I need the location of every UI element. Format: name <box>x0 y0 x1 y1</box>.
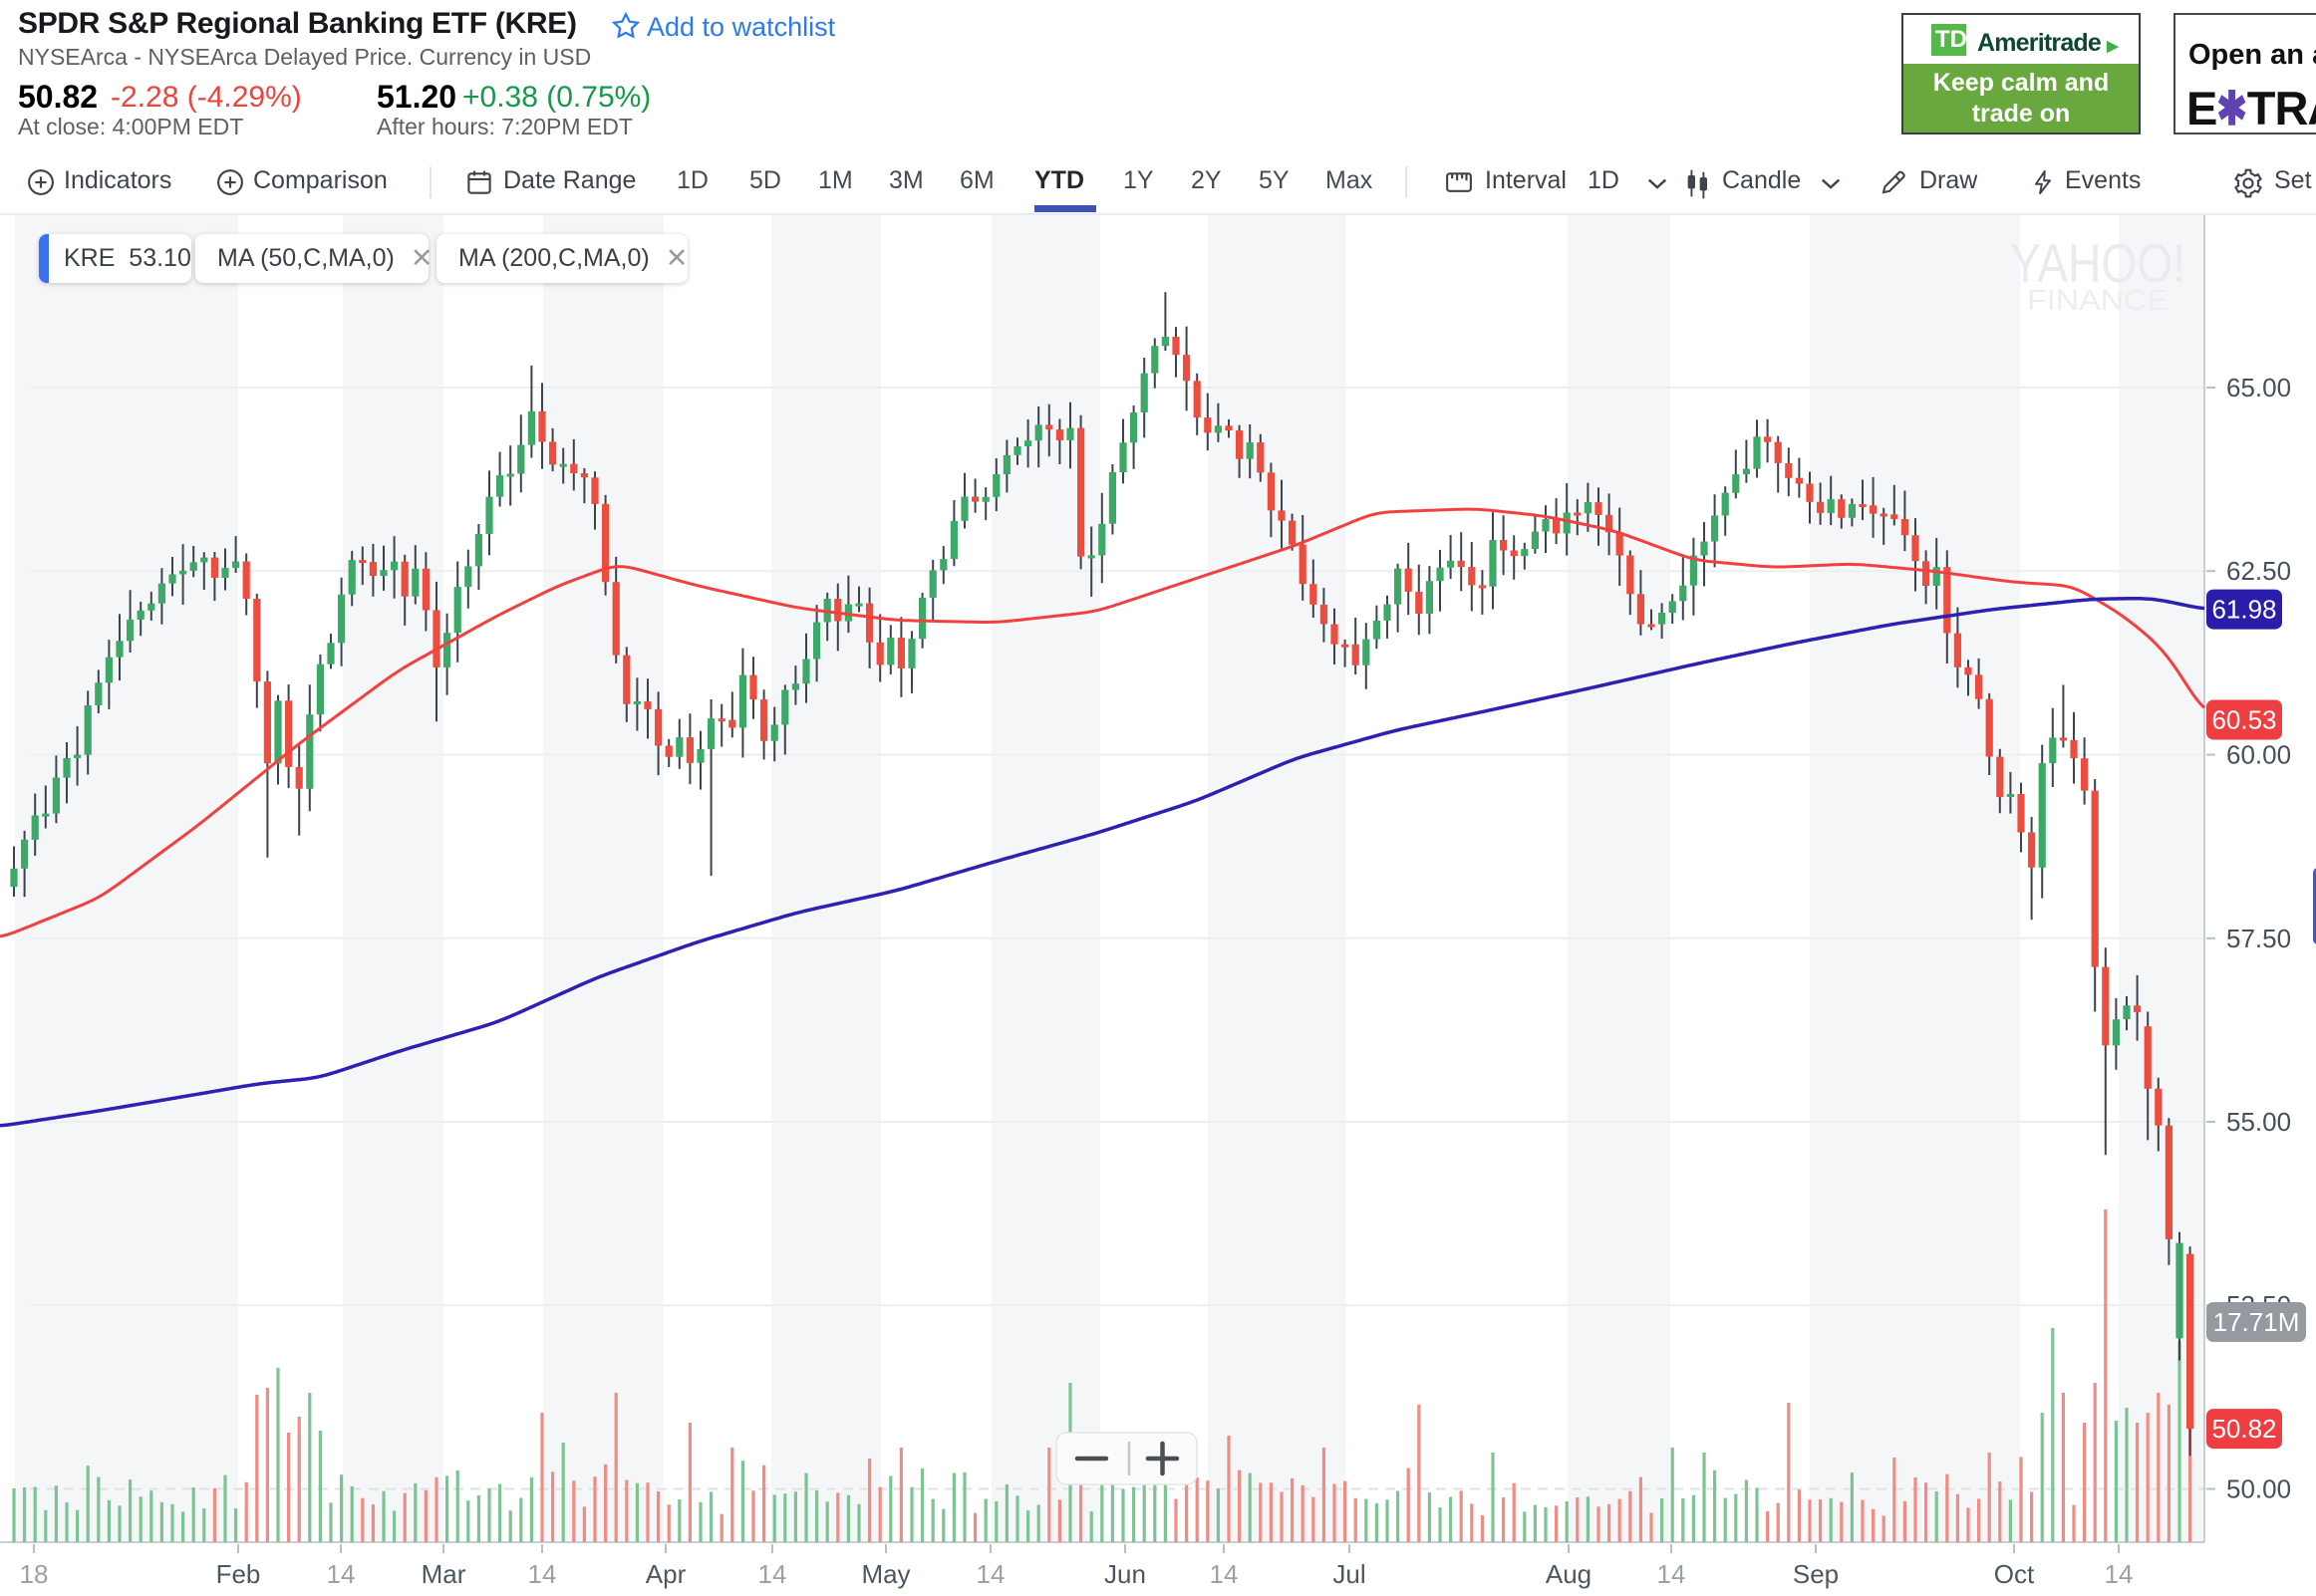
svg-text:14: 14 <box>528 1559 557 1589</box>
svg-text:May: May <box>861 1559 910 1589</box>
svg-text:Mar: Mar <box>422 1559 466 1589</box>
svg-text:Oct: Oct <box>1994 1559 2035 1589</box>
svg-text:17.71M: 17.71M <box>2213 1307 2300 1337</box>
svg-text:60.00: 60.00 <box>2226 740 2291 770</box>
svg-text:Sep: Sep <box>1793 1559 1839 1589</box>
svg-text:14: 14 <box>977 1559 1006 1589</box>
svg-text:YAHOO!: YAHOO! <box>2010 232 2185 294</box>
svg-text:50.00: 50.00 <box>2226 1474 2291 1504</box>
svg-text:57.50: 57.50 <box>2226 924 2291 953</box>
svg-text:14: 14 <box>327 1559 356 1589</box>
svg-text:61.98: 61.98 <box>2211 595 2276 625</box>
svg-text:14: 14 <box>2105 1559 2134 1589</box>
svg-text:Aug: Aug <box>1546 1559 1592 1589</box>
svg-text:Feb: Feb <box>216 1559 261 1589</box>
svg-text:14: 14 <box>758 1559 787 1589</box>
svg-text:65.00: 65.00 <box>2226 373 2291 402</box>
svg-text:50.82: 50.82 <box>2211 1414 2276 1444</box>
svg-text:18: 18 <box>20 1559 49 1589</box>
svg-text:Jun: Jun <box>1104 1559 1146 1589</box>
svg-text:60.53: 60.53 <box>2211 704 2276 734</box>
svg-text:14: 14 <box>1210 1559 1239 1589</box>
svg-text:FINANCE: FINANCE <box>2027 285 2169 317</box>
svg-text:Jul: Jul <box>1332 1559 1365 1589</box>
svg-text:14: 14 <box>1657 1559 1686 1589</box>
svg-text:Apr: Apr <box>646 1559 687 1589</box>
svg-text:55.00: 55.00 <box>2226 1107 2291 1137</box>
svg-text:62.50: 62.50 <box>2226 556 2291 586</box>
